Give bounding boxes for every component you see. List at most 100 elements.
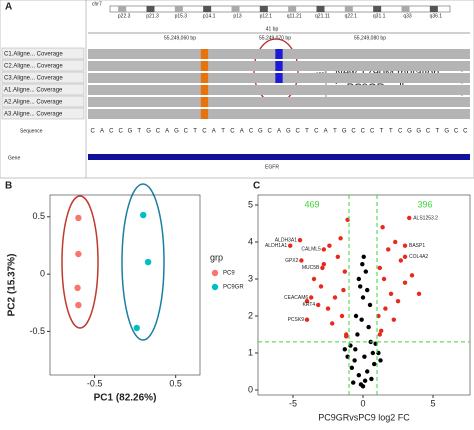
y-tick-label: 1 — [248, 347, 253, 357]
base: G — [174, 129, 179, 135]
point — [311, 276, 317, 282]
coverage — [88, 85, 470, 95]
ideogram — [109, 5, 451, 13]
point — [366, 324, 371, 330]
base: T — [333, 129, 337, 135]
labeled-point — [316, 302, 321, 308]
base: A — [324, 129, 328, 135]
point — [339, 313, 345, 319]
point — [363, 269, 369, 274]
point — [416, 291, 422, 296]
sequence-label: Sequence — [20, 128, 43, 134]
point — [370, 350, 376, 356]
span-label: 41 bp — [266, 26, 279, 32]
point — [352, 358, 357, 363]
gene-label: ALDH3A1 — [275, 237, 297, 243]
band — [174, 6, 183, 12]
base: C — [361, 129, 366, 135]
band-label: q33 — [403, 13, 412, 19]
point — [393, 239, 398, 245]
base: C — [156, 129, 161, 135]
band — [344, 6, 353, 12]
gene-label: CALML5 — [301, 247, 321, 253]
base: C — [454, 129, 459, 135]
gene-name: EGFR — [265, 164, 279, 170]
x-axis-label: PC9GRvsPC9 log2 FC — [318, 412, 410, 422]
labeled-point — [321, 247, 327, 252]
labeled-point — [288, 243, 293, 248]
base: T — [221, 129, 225, 135]
point — [388, 291, 394, 296]
ruler-label: 55,249,060 bp — [164, 35, 196, 41]
gene-label: BASP1 — [409, 243, 425, 249]
base: C — [184, 129, 189, 135]
legend-label: PC9 — [223, 271, 235, 277]
y-tick-label: 4 — [248, 236, 253, 246]
labeled-point — [299, 258, 304, 263]
point — [133, 324, 140, 332]
point — [321, 261, 327, 267]
base: A — [212, 129, 216, 135]
gene-label: GPX2 — [285, 258, 299, 264]
gene-label: MUC5B — [302, 265, 320, 271]
base: T — [380, 129, 384, 135]
plot-frame — [257, 194, 471, 396]
base: T — [436, 129, 440, 135]
mismatch — [200, 49, 209, 59]
mismatch — [275, 49, 283, 59]
y-tick-label: -0.5 — [29, 326, 45, 336]
track-name: C2.Aligne... Coverage — [4, 64, 63, 70]
band — [316, 6, 325, 12]
point — [377, 265, 383, 271]
track-name: C3.Aligne... Coverage — [4, 76, 63, 82]
labeled-point — [309, 295, 314, 300]
point — [358, 284, 363, 289]
band — [203, 6, 212, 12]
base: C — [295, 129, 300, 135]
gene-label: Gene — [8, 155, 20, 161]
track-label-bg — [1, 59, 85, 72]
base: G — [128, 129, 133, 135]
x-tick-label: -5 — [289, 398, 297, 408]
chromosome: chr7 — [92, 1, 102, 7]
gene-label: COL4A2 — [409, 254, 428, 260]
band-label: p15.3 — [175, 13, 188, 19]
legend-swatch — [211, 269, 219, 277]
point — [377, 332, 383, 337]
gene-bar — [88, 154, 470, 160]
y-tick-label: 3 — [248, 273, 253, 283]
band — [259, 6, 268, 12]
y-tick-label: 5 — [248, 199, 253, 209]
point — [378, 358, 383, 363]
track-name: C1.Aligne... Coverage — [4, 52, 63, 58]
legend-swatch — [211, 283, 219, 291]
gene-label: ALS1253.2 — [413, 215, 438, 221]
point — [380, 224, 385, 230]
base: T — [305, 129, 309, 135]
point — [304, 298, 310, 304]
point — [144, 258, 152, 266]
x-axis-label: PC1 (82.26%) — [94, 393, 157, 404]
base: C — [202, 129, 207, 135]
count: 469 — [304, 199, 319, 209]
point — [356, 373, 362, 378]
base: C — [351, 129, 356, 135]
point — [341, 287, 346, 293]
band — [231, 6, 240, 12]
base: T — [389, 129, 393, 135]
point — [402, 280, 408, 285]
mismatch — [275, 73, 283, 83]
base: G — [416, 129, 421, 135]
track-label-bg — [1, 47, 85, 60]
band-label: q31.1 — [373, 13, 386, 19]
point — [325, 306, 331, 311]
band-label: p12.1 — [260, 13, 273, 19]
base: T — [137, 129, 141, 135]
track-name: A2.Aligne... Coverage — [4, 100, 63, 106]
labeled-point — [402, 254, 408, 259]
x-tick-label: 0.5 — [169, 378, 182, 388]
band — [401, 6, 410, 12]
point — [318, 284, 324, 289]
base: G — [444, 129, 449, 135]
band-label: q36.1 — [430, 13, 443, 19]
